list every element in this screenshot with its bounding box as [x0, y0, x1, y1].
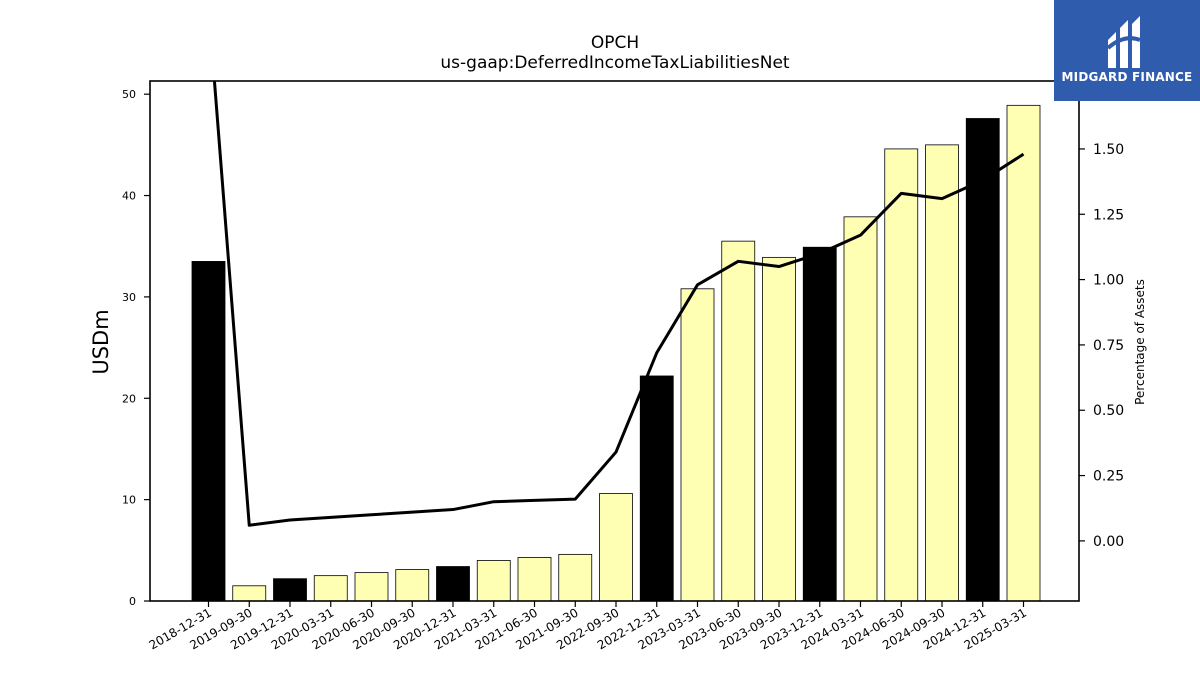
bar-2023-03-31: [680, 288, 715, 602]
y-tick-label: 0: [129, 595, 136, 608]
bar-2020-03-31: [313, 575, 348, 602]
y-tick-label: 30: [122, 291, 136, 304]
chart-title: OPCH: [591, 33, 639, 53]
bar-2020-06-30: [354, 572, 389, 602]
bar-2024-12-31: [965, 118, 1000, 602]
bar-2020-09-30: [395, 569, 430, 602]
bar-2024-03-31: [843, 216, 878, 602]
y2-tick-label: 1.00: [1093, 273, 1124, 289]
bar-2021-06-30: [517, 557, 552, 602]
y-tick-label: 50: [122, 88, 136, 101]
percentage-line: [212, 81, 1025, 527]
y2-tick-label: 0.25: [1093, 469, 1124, 485]
y-ticks: 0 10 20 30 40 50: [122, 88, 150, 608]
bar-2021-09-30: [558, 553, 593, 602]
bar-2022-12-31: [639, 375, 674, 602]
chart-subtitle: us-gaap:DeferredIncomeTaxLiabilitiesNet: [440, 53, 790, 73]
y2-tick-label: 0.50: [1093, 403, 1124, 419]
bar-2023-09-30: [762, 256, 796, 602]
plot-frame: [149, 80, 1080, 602]
y-tick-label: 10: [122, 494, 136, 507]
bar-2021-03-31: [476, 560, 511, 602]
bar-2022-09-30: [599, 493, 633, 602]
y2-tick-label: 0.00: [1093, 534, 1124, 550]
bars-group: [191, 104, 1041, 602]
y-axis-label: USDm: [89, 309, 113, 374]
bar-2023-12-31: [802, 246, 837, 602]
logo-text: MIDGARD FINANCE: [1061, 70, 1193, 84]
bar-2025-03-31: [1006, 104, 1041, 602]
bar-2020-12-31: [436, 566, 470, 602]
x-ticks: 2018-12-312019-09-302019-12-312020-03-31…: [147, 601, 1029, 652]
bar-2018-12-31: [191, 261, 226, 602]
bar-2019-12-31: [273, 578, 307, 602]
y2-tick-label: 0.75: [1093, 338, 1124, 354]
bar-2024-06-30: [884, 148, 919, 602]
bar-2024-09-30: [925, 144, 959, 602]
y2-ticks: 0.00 0.25 0.50 0.75 1.00 1.25 1.50: [1079, 142, 1124, 550]
line-group: [212, 81, 1025, 527]
y-tick-label: 40: [122, 190, 136, 203]
y2-tick-label: 1.50: [1093, 142, 1124, 158]
logo-mark-icon: [1106, 16, 1141, 68]
brand-logo: MIDGARD FINANCE: [1054, 0, 1200, 101]
y2-axis-label: Percentage of Assets: [1133, 279, 1147, 405]
y2-tick-label: 1.25: [1093, 207, 1124, 223]
bar-2019-09-30: [232, 585, 267, 602]
bar-2023-06-30: [721, 240, 756, 602]
y-tick-label: 20: [122, 392, 136, 405]
